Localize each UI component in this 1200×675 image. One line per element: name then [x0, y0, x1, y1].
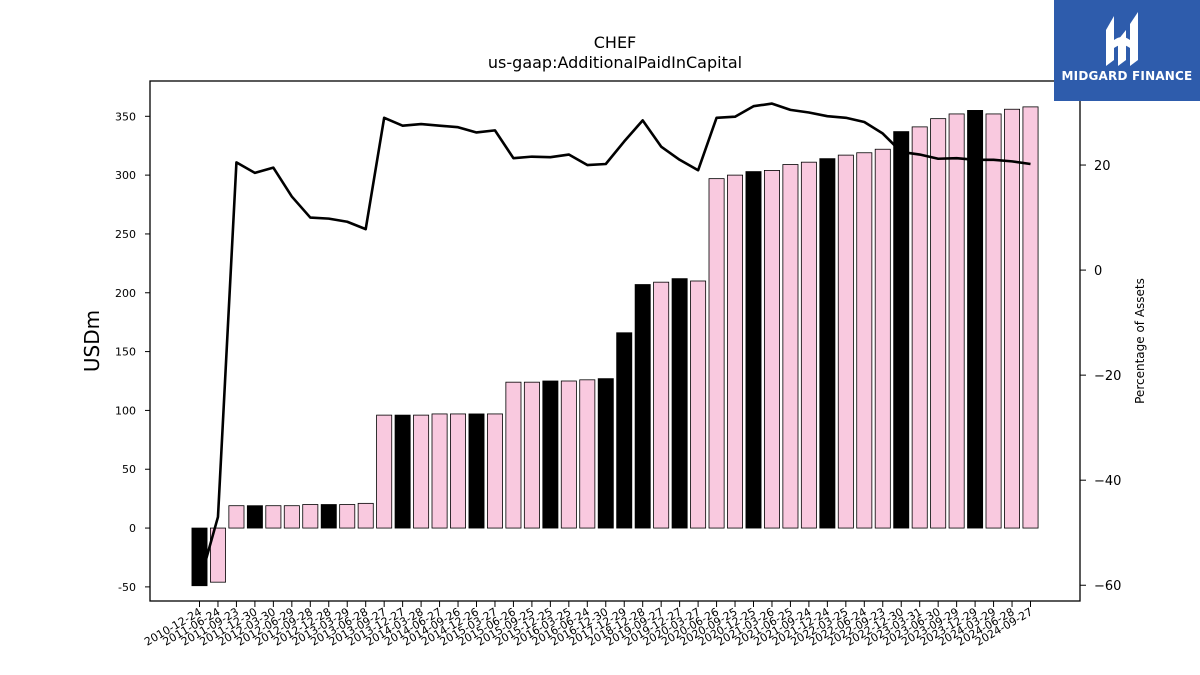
chart-subtitle: us-gaap:AdditionalPaidInCapital [487, 53, 743, 72]
chart-title: CHEF [593, 33, 637, 52]
y-tick-label: 250 [115, 228, 136, 241]
y-tick-label: 200 [115, 287, 136, 300]
bar-series [191, 106, 1039, 587]
bar [819, 158, 836, 529]
y2-tick-label: 20 [1094, 159, 1111, 174]
bar [431, 413, 448, 529]
y2-tick-label: 0 [1094, 264, 1102, 279]
bar [800, 161, 817, 529]
bar [394, 414, 411, 529]
bar [1022, 106, 1039, 529]
bar [246, 505, 263, 529]
bar [930, 118, 947, 529]
bar [893, 131, 910, 529]
bar [357, 502, 374, 529]
bar [339, 504, 356, 529]
bar [450, 413, 466, 529]
y2-tick-label: −40 [1094, 474, 1121, 489]
bar [320, 504, 337, 529]
bar [616, 332, 633, 529]
x-axis-ticks: 2010-12-242011-06-242011-09-232011-12-30… [142, 601, 1035, 649]
bar [948, 113, 965, 529]
bar [671, 278, 688, 529]
bar [874, 148, 891, 529]
bar [468, 413, 485, 529]
y-axis-ticks: -50 0 50 100 150 200 250 300 350 [115, 110, 150, 594]
y-tick-label: 300 [115, 169, 136, 182]
brand-logo: MIDGARD FINANCE [1054, 0, 1200, 101]
y2-axis-label: Percentage of Assets [1133, 278, 1147, 404]
bar [634, 284, 651, 529]
bar [708, 178, 725, 529]
y-axis-label: USDm [80, 310, 104, 372]
bar [837, 154, 854, 529]
logo-text: MIDGARD FINANCE [1061, 69, 1193, 83]
bar [228, 505, 245, 529]
bar [413, 414, 430, 529]
y-tick-label: 100 [115, 404, 136, 417]
y2-tick-label: −60 [1094, 579, 1121, 594]
bar [302, 504, 319, 529]
line-path [198, 102, 1031, 583]
bar [560, 380, 577, 529]
bar [985, 113, 1002, 529]
bar [579, 379, 596, 529]
y-tick-label: -50 [118, 581, 136, 594]
line-series [198, 102, 1031, 583]
bar [542, 380, 559, 529]
bar [967, 110, 984, 529]
bar [782, 164, 799, 529]
bar [523, 381, 540, 529]
bar [486, 413, 503, 529]
y-tick-label: 0 [129, 522, 136, 535]
logo-mark-icon [1106, 12, 1138, 66]
bar [265, 505, 282, 529]
bar [505, 381, 522, 529]
y-tick-label: 50 [122, 463, 136, 476]
bar [764, 170, 780, 529]
bar [1004, 108, 1021, 529]
bar [745, 171, 762, 529]
bar [209, 527, 226, 583]
bar [911, 126, 928, 529]
bar [376, 414, 393, 529]
bar [653, 281, 670, 529]
bar [856, 152, 873, 529]
bar [191, 527, 208, 587]
y2-tick-label: −20 [1094, 369, 1121, 384]
y-tick-label: 150 [115, 346, 136, 359]
y2-axis-ticks: −60 −40 −20 0 20 [1080, 159, 1121, 594]
plot-frame [149, 80, 1081, 602]
y-tick-label: 350 [115, 110, 136, 123]
bar [597, 378, 614, 529]
bar [690, 280, 707, 529]
bar [283, 505, 300, 529]
bar [727, 174, 744, 529]
